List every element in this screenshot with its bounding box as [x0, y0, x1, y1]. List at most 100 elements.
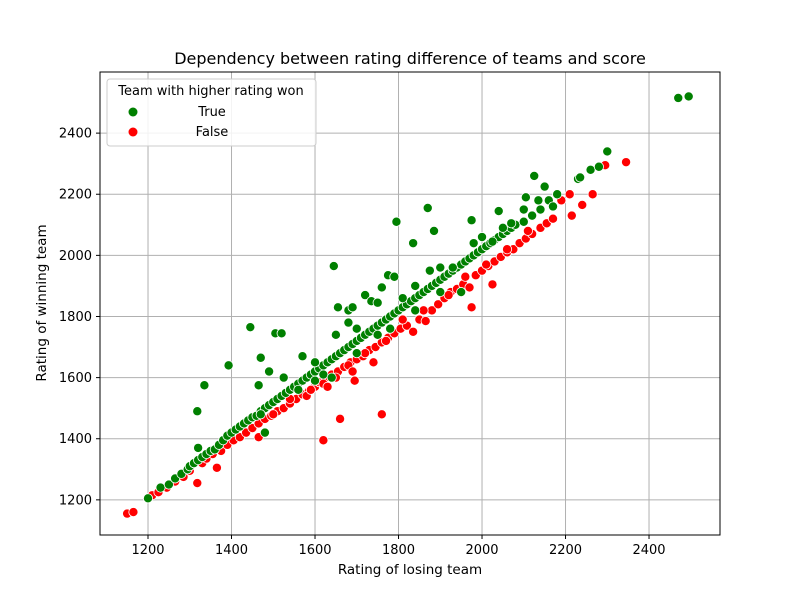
point-false — [397, 314, 408, 325]
point-false — [522, 225, 533, 236]
y-tick-label: 1200 — [59, 493, 92, 508]
point-false — [464, 282, 475, 293]
point-false — [376, 409, 387, 420]
y-tick-label: 1600 — [59, 371, 92, 386]
point-true — [199, 380, 210, 391]
point-true — [163, 479, 174, 490]
point-false — [564, 189, 575, 200]
y-axis-label: Rating of winning team — [34, 224, 50, 381]
legend: Team with higher rating won True False — [106, 78, 317, 147]
point-true — [539, 181, 550, 192]
point-true — [332, 302, 343, 313]
point-true — [389, 271, 400, 282]
point-false — [481, 259, 492, 270]
legend-box — [106, 78, 317, 147]
point-true — [223, 360, 234, 371]
y-tick-label: 1800 — [59, 310, 92, 325]
x-tick-label: 2200 — [549, 543, 582, 558]
point-false — [621, 157, 632, 168]
point-false — [443, 290, 454, 301]
point-true — [343, 317, 354, 328]
point-true — [385, 323, 396, 334]
point-true — [602, 146, 613, 157]
x-tick-label: 1400 — [215, 543, 248, 558]
point-true — [192, 406, 203, 417]
point-true — [506, 218, 517, 229]
point-false — [547, 213, 558, 224]
y-tick-label: 2400 — [59, 127, 92, 142]
point-true — [143, 493, 154, 504]
point-true — [410, 305, 421, 316]
point-true — [456, 287, 467, 298]
point-true — [424, 265, 435, 276]
point-true — [585, 164, 596, 175]
point-true — [493, 206, 504, 217]
point-true — [155, 482, 166, 493]
point-false — [360, 348, 371, 359]
point-false — [347, 366, 358, 377]
point-false — [408, 326, 419, 337]
point-true — [535, 204, 546, 215]
axis-ticks: 1200 1400 1600 1800 2000 2200 2400 1200 1400 1600… — [59, 127, 666, 558]
point-false — [318, 435, 329, 446]
point-true — [447, 262, 458, 273]
point-true — [468, 238, 479, 249]
point-true — [245, 322, 256, 333]
point-false — [566, 210, 577, 221]
x-axis-label: Rating of losing team — [338, 562, 482, 578]
point-true — [328, 261, 339, 272]
point-true — [372, 297, 383, 308]
point-true — [193, 442, 204, 453]
point-false — [335, 413, 346, 424]
legend-title: Team with higher rating won — [117, 84, 304, 99]
legend-label-true: True — [197, 105, 226, 120]
point-false — [211, 462, 222, 473]
grid — [100, 72, 720, 535]
legend-marker-true — [128, 107, 138, 117]
point-true — [255, 352, 266, 363]
point-true — [435, 287, 446, 298]
point-false — [577, 199, 588, 210]
point-true — [593, 161, 604, 172]
point-true — [673, 92, 684, 103]
point-true — [326, 372, 337, 383]
point-true — [529, 170, 540, 181]
point-true — [547, 201, 558, 212]
point-true — [391, 216, 402, 227]
y-tick-label: 1400 — [59, 432, 92, 447]
point-true — [253, 380, 264, 391]
y-tick-label: 2200 — [59, 188, 92, 203]
point-false — [305, 384, 316, 395]
point-true — [533, 195, 544, 206]
point-true — [351, 348, 362, 359]
point-false — [380, 335, 391, 346]
point-false — [420, 316, 431, 327]
point-true — [376, 282, 387, 293]
point-false — [433, 299, 444, 310]
point-false — [460, 271, 471, 282]
point-false — [587, 189, 598, 200]
point-true — [360, 290, 371, 301]
point-true — [575, 172, 586, 183]
point-true — [429, 225, 440, 236]
point-true — [397, 293, 408, 304]
point-true — [278, 372, 289, 383]
point-false — [368, 357, 379, 368]
point-true — [527, 210, 538, 221]
chart-title: Dependency between rating difference of … — [174, 49, 646, 68]
point-false — [418, 305, 429, 316]
point-false — [192, 478, 203, 489]
x-tick-label: 1800 — [382, 543, 415, 558]
point-true — [330, 329, 341, 340]
point-true — [410, 280, 421, 291]
point-true — [276, 328, 287, 339]
y-tick-label: 2000 — [59, 249, 92, 264]
point-true — [259, 427, 270, 438]
point-true — [264, 366, 275, 377]
x-tick-label: 1200 — [131, 543, 164, 558]
point-true — [293, 384, 304, 395]
point-true — [487, 236, 498, 247]
point-true — [255, 409, 266, 420]
point-false — [349, 375, 360, 386]
